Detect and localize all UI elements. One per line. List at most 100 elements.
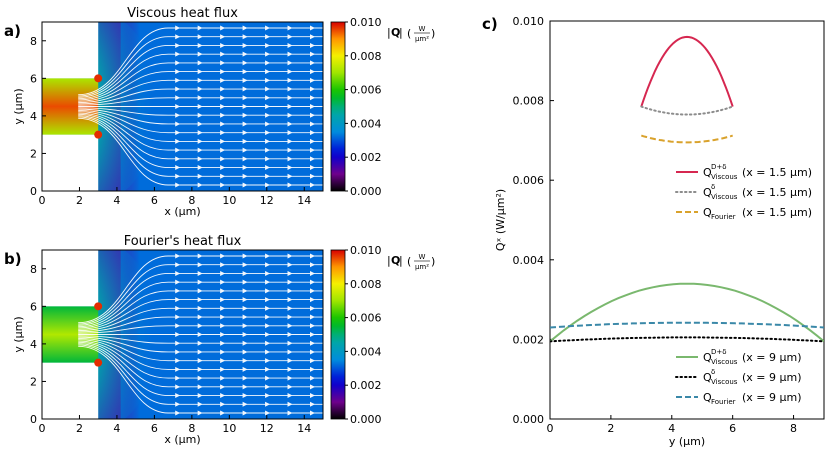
- streamline: [78, 335, 323, 344]
- streamline-arrow: [265, 77, 271, 83]
- y-tick-label: 2: [30, 147, 37, 160]
- streamline-arrow: [310, 104, 315, 109]
- streamline-arrow: [175, 156, 181, 162]
- streamline-arrow: [265, 165, 271, 171]
- streamline: [78, 340, 323, 379]
- streamlines: [78, 25, 323, 188]
- streamline-arrow: [197, 25, 203, 31]
- streamline-arrow: [220, 138, 226, 144]
- streamline: [78, 281, 323, 328]
- legend-symbol: Q: [703, 391, 712, 404]
- streamline-arrow: [242, 25, 248, 31]
- colorbar: [330, 249, 346, 420]
- streamline-arrow: [197, 253, 203, 259]
- streamline-arrow: [197, 358, 203, 364]
- legend-condition: (x = 9 μm): [742, 351, 802, 364]
- streamline-arrow: [265, 288, 271, 294]
- panel-title: Viscous heat flux: [127, 6, 238, 21]
- streamline-arrow: [310, 51, 315, 57]
- streamline-arrow: [265, 130, 271, 136]
- colorbar-unit-paren-right: ): [431, 255, 435, 268]
- streamline-arrow: [265, 173, 271, 179]
- streamline-arrow: [310, 297, 315, 303]
- streamline-arrow: [175, 314, 181, 320]
- streamline-arrow: [310, 393, 315, 399]
- streamline-arrow: [242, 279, 248, 285]
- streamline-arrow: [287, 130, 293, 136]
- streamline-arrow: [287, 393, 293, 399]
- streamline: [78, 344, 323, 405]
- x-tick-label: 2: [76, 422, 83, 435]
- panel-letter: a): [4, 22, 21, 40]
- streamline-arrow: [287, 323, 293, 329]
- streamline-arrow: [197, 366, 203, 372]
- colorbar-label-q: Q: [391, 26, 400, 39]
- streamline-arrow: [220, 288, 226, 294]
- streamline-arrow: [197, 138, 203, 144]
- colorbar-tick-label: 0.008: [350, 278, 382, 291]
- x-tick-label: 4: [113, 194, 120, 207]
- streamline-arrow: [265, 314, 271, 320]
- streamline-arrow: [220, 358, 226, 364]
- streamline-arrow: [310, 253, 315, 259]
- streamline: [78, 62, 323, 101]
- streamline-arrow: [220, 156, 226, 162]
- x-tick-label: 8: [188, 194, 195, 207]
- plot-frame: [41, 249, 324, 420]
- streamline-arrow: [265, 279, 271, 285]
- streamline-arrow: [310, 332, 315, 337]
- streamline-arrow: [287, 366, 293, 372]
- streamline-arrow: [175, 69, 181, 75]
- streamline-arrow: [197, 42, 203, 48]
- streamline: [78, 116, 323, 177]
- streamline-arrow: [265, 332, 271, 337]
- streamline-arrow: [310, 138, 315, 144]
- streamline-arrow: [197, 173, 203, 179]
- streamline-arrow: [220, 384, 226, 390]
- streamline-arrow: [197, 95, 203, 101]
- streamline-arrow: [175, 279, 181, 285]
- streamline-arrow: [242, 104, 248, 109]
- x-tick-label: 12: [260, 422, 274, 435]
- streamline-arrow: [197, 305, 203, 311]
- streamline-arrow: [175, 305, 181, 311]
- streamline-arrow: [310, 401, 315, 407]
- streamline-arrow: [220, 297, 226, 303]
- streamline-arrow: [265, 384, 271, 390]
- legend-superscript: D+δ: [711, 163, 727, 171]
- streamline-arrow: [197, 130, 203, 136]
- legend-symbol: Q: [703, 186, 712, 199]
- streamline-arrow: [197, 410, 203, 416]
- streamline-arrow: [242, 51, 248, 57]
- streamline-arrow: [310, 42, 315, 48]
- x-tick-label: 10: [222, 194, 236, 207]
- x-tick-label: 12: [260, 194, 274, 207]
- streamline-arrow: [242, 375, 248, 381]
- streamline-arrow: [310, 323, 315, 329]
- streamline-arrow: [242, 138, 248, 144]
- streamline-arrow: [287, 121, 293, 127]
- colorbar-unit-paren-left: (: [407, 255, 411, 268]
- streamline-arrow: [175, 112, 181, 118]
- streamline-arrow: [220, 130, 226, 136]
- streamline-arrow: [197, 121, 203, 127]
- streamline-arrow: [242, 401, 248, 407]
- streamline: [78, 316, 323, 333]
- streamline-arrow: [287, 60, 293, 66]
- colorbar-tick-label: 0.002: [350, 151, 382, 164]
- streamline-arrow: [242, 323, 248, 329]
- streamline-arrow: [242, 332, 248, 337]
- streamline-arrow: [242, 253, 248, 259]
- colorbar-tick-label: 0.002: [350, 379, 382, 392]
- streamline-arrow: [175, 147, 181, 153]
- streamline-arrow: [175, 401, 181, 407]
- streamline-arrow: [265, 323, 271, 329]
- streamline-arrow: [287, 297, 293, 303]
- x-axis-label: y (μm): [669, 435, 705, 448]
- colorbar-label-q: Q: [391, 254, 400, 267]
- streamline: [78, 341, 323, 388]
- streamline-arrow: [310, 121, 315, 127]
